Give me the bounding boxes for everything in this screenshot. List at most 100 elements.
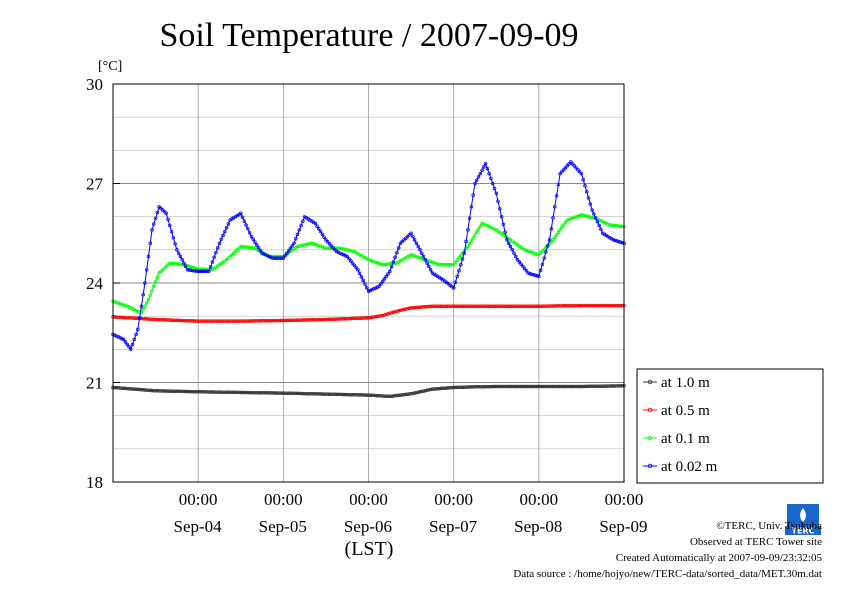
data-point <box>588 384 593 389</box>
data-point <box>361 254 365 259</box>
data-point <box>380 394 385 398</box>
data-point <box>487 171 491 176</box>
data-point <box>191 268 195 273</box>
data-point <box>349 316 353 321</box>
data-point <box>246 390 250 395</box>
data-point <box>476 175 481 179</box>
data-point <box>196 390 200 394</box>
data-point <box>327 392 332 396</box>
data-point <box>278 391 282 395</box>
data-point <box>120 386 124 390</box>
x-tick-label: 00:00 <box>434 490 473 509</box>
data-point <box>320 232 325 237</box>
data-point <box>521 384 525 389</box>
data-point <box>618 224 623 228</box>
data-point <box>588 202 593 206</box>
data-point <box>139 304 144 308</box>
data-point <box>499 384 504 389</box>
data-point <box>498 304 502 308</box>
data-point <box>150 317 154 322</box>
data-point <box>249 390 254 395</box>
data-point <box>476 385 481 389</box>
data-point <box>421 254 426 259</box>
data-point <box>590 208 594 212</box>
x-tick-label: 00:00 <box>605 490 644 509</box>
data-point <box>599 303 603 308</box>
data-point <box>194 319 199 323</box>
data-point <box>246 227 250 231</box>
data-point <box>210 390 215 394</box>
data-point <box>444 304 449 308</box>
data-point <box>295 318 300 322</box>
legend-swatch-marker <box>647 379 653 385</box>
data-point <box>286 248 291 253</box>
data-point <box>593 216 598 220</box>
data-point <box>231 319 236 323</box>
data-point <box>613 238 617 243</box>
data-point <box>249 234 254 239</box>
data-point <box>150 288 154 293</box>
data-point <box>309 241 314 245</box>
data-point <box>593 384 598 389</box>
data-point <box>535 252 539 256</box>
x-day-label: Sep-09 <box>599 517 647 536</box>
data-point <box>338 246 342 250</box>
created-text: Created Automatically at 2007-09-09/23:3… <box>615 552 822 564</box>
data-point <box>317 317 321 322</box>
data-point <box>423 305 428 309</box>
data-point <box>256 319 261 323</box>
data-point <box>171 318 176 322</box>
data-point <box>482 222 486 226</box>
data-point <box>169 389 174 393</box>
data-point <box>212 255 216 260</box>
data-point <box>185 267 190 272</box>
data-point <box>524 269 529 273</box>
data-point <box>592 384 596 389</box>
data-point <box>400 308 404 312</box>
data-point <box>189 389 193 394</box>
data-point <box>409 392 413 396</box>
data-point <box>576 167 580 172</box>
data-point <box>347 248 351 252</box>
data-point <box>182 318 186 323</box>
data-point <box>613 384 617 388</box>
data-point <box>506 384 511 389</box>
data-point <box>609 384 614 388</box>
data-point <box>467 385 472 389</box>
data-point <box>148 388 153 393</box>
data-point <box>123 386 128 391</box>
data-point <box>529 304 534 308</box>
data-point <box>608 303 612 308</box>
data-point <box>139 387 144 392</box>
data-point <box>483 161 488 166</box>
data-point <box>512 251 516 255</box>
data-point <box>208 319 213 323</box>
data-point <box>116 315 121 319</box>
data-point <box>482 304 486 308</box>
data-point <box>223 390 227 394</box>
data-point <box>313 242 318 247</box>
data-point <box>349 248 353 253</box>
data-point <box>210 319 215 323</box>
data-point <box>153 317 158 322</box>
data-point <box>123 315 128 320</box>
data-point <box>192 269 197 273</box>
series-2 <box>111 213 626 315</box>
data-point <box>419 305 424 309</box>
data-point <box>334 317 339 321</box>
data-point <box>606 384 610 388</box>
data-point <box>260 251 264 255</box>
data-point <box>146 254 151 259</box>
data-point <box>466 385 470 389</box>
data-point <box>446 386 451 390</box>
data-point <box>437 386 442 391</box>
data-point <box>251 237 255 242</box>
data-point <box>464 304 468 308</box>
data-point <box>189 268 193 273</box>
data-point <box>219 319 223 323</box>
data-point <box>325 392 330 396</box>
data-point <box>395 261 399 265</box>
data-point <box>324 246 328 250</box>
data-point <box>345 248 349 252</box>
data-point <box>416 305 420 310</box>
